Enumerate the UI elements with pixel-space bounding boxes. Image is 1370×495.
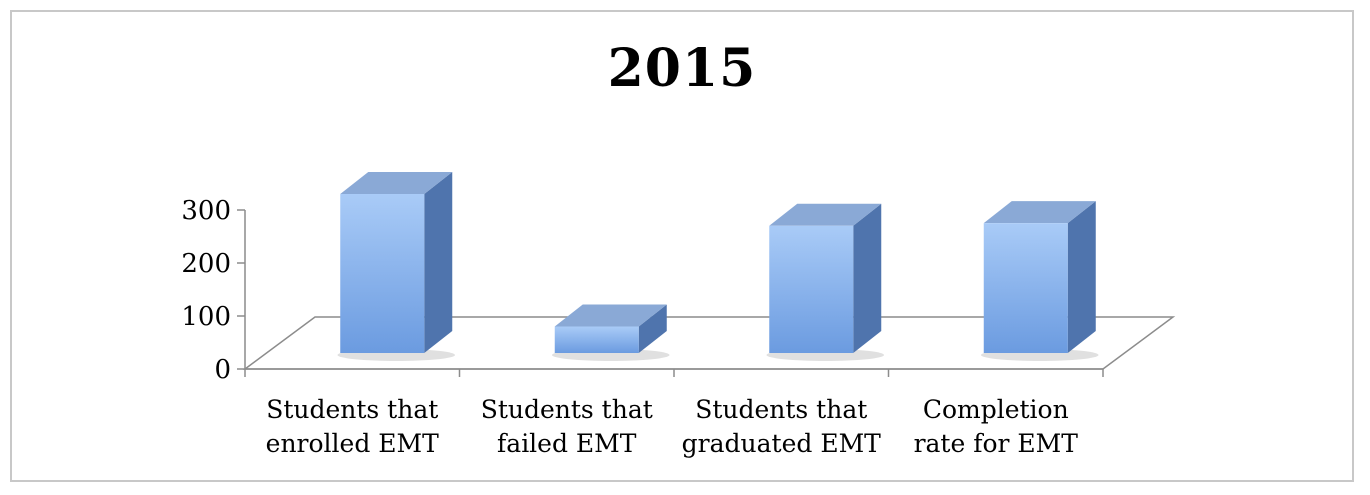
x-tick-label: Completion rate for EMT: [914, 395, 1079, 458]
bar: [551, 304, 670, 361]
bar: [337, 172, 456, 361]
bars: [337, 172, 1099, 361]
bar-top: [983, 201, 1096, 224]
y-tick-label: 100: [181, 302, 231, 332]
bar-top: [340, 172, 453, 194]
y-tick-label: 0: [214, 355, 231, 385]
bar-front: [340, 194, 425, 353]
bar-front: [769, 225, 854, 353]
y-tick-label: 200: [181, 249, 231, 279]
y-tick-label: 300: [181, 196, 231, 226]
bar-top: [769, 203, 882, 226]
x-tick-label: Students that enrolled EMT: [266, 395, 439, 458]
bar: [766, 203, 885, 361]
x-axis: Students that enrolled EMT Students that fa…: [244, 368, 1104, 458]
x-tick-label: Students that failed EMT: [481, 395, 653, 458]
bar: [980, 201, 1099, 361]
bar-side: [424, 172, 453, 353]
bar-front: [554, 326, 639, 353]
y-axis: 0 100 200 300: [181, 196, 246, 385]
bar-side: [1067, 201, 1096, 353]
bar-front: [983, 223, 1068, 353]
bar-side: [638, 304, 667, 353]
bar-side: [853, 203, 882, 353]
chart-title: 2015: [607, 38, 757, 99]
x-tick-label: Students that graduated EMT: [682, 395, 882, 458]
chart-frame: [10, 10, 1354, 482]
bar-top: [554, 304, 667, 327]
